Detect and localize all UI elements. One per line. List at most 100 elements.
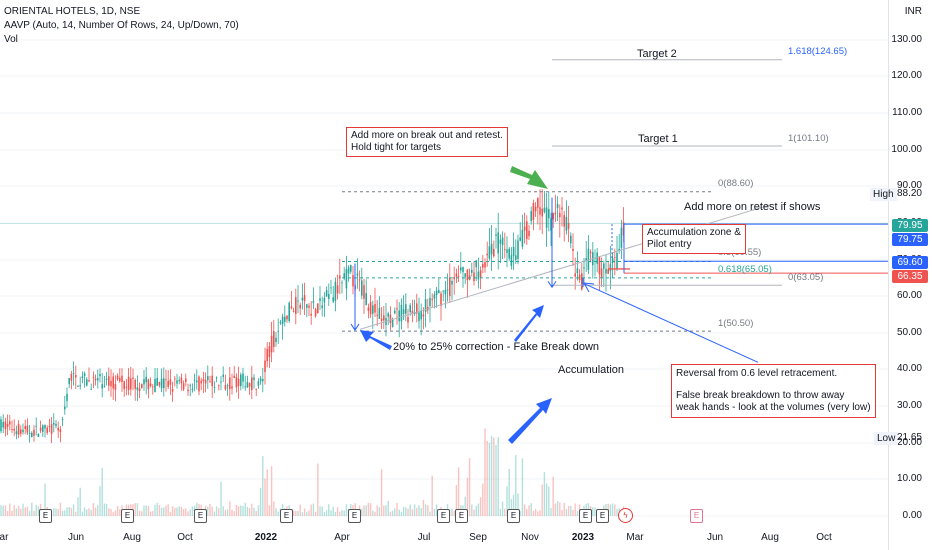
candle-body xyxy=(343,273,345,279)
volume-bar xyxy=(259,487,262,516)
volume-bar xyxy=(510,499,513,516)
fib-level-label: 1.618(124.65) xyxy=(788,46,848,57)
volume-bar xyxy=(479,497,482,516)
volume-bar xyxy=(156,502,158,516)
retest-note[interactable]: Add more on retest if shows xyxy=(684,201,821,213)
candle-body xyxy=(180,377,183,384)
volume-bar xyxy=(105,503,108,516)
volume-bar xyxy=(545,483,548,516)
earnings-badge[interactable]: E xyxy=(455,509,468,523)
candle-body xyxy=(253,377,255,381)
volume-bar xyxy=(191,506,194,516)
candle-body xyxy=(121,375,123,383)
earnings-badge[interactable]: E xyxy=(507,509,520,523)
volume-bar xyxy=(226,509,229,516)
candle-body xyxy=(420,310,422,320)
indicator-legend[interactable]: AAVP (Auto, 14, Number Of Rows, 24, Up/D… xyxy=(4,20,239,31)
candle-body xyxy=(2,422,4,428)
correction-note[interactable]: 20% to 25% correction - Fake Break down xyxy=(393,341,600,353)
volume-bar xyxy=(244,502,246,516)
volume-bar xyxy=(75,511,77,516)
breakout-note[interactable]: Add more on break out and retest. Hold t… xyxy=(346,127,508,157)
low-value: 21.65 xyxy=(896,432,922,443)
low-label: Low xyxy=(874,432,899,445)
price-tick-label: 90.00 xyxy=(896,180,922,191)
volume-bar xyxy=(83,507,86,516)
volume-bar xyxy=(451,508,453,516)
earnings-badge[interactable]: E xyxy=(690,509,703,523)
earnings-badge[interactable]: E xyxy=(39,509,52,523)
candle-body xyxy=(277,330,279,332)
earnings-badge[interactable]: E xyxy=(348,509,361,523)
candle-body xyxy=(70,373,73,381)
volume-bar xyxy=(407,508,409,516)
volume-bar xyxy=(396,502,398,516)
price-chart-canvas[interactable] xyxy=(0,0,888,550)
volume-bar xyxy=(519,511,521,516)
volume-bar xyxy=(160,507,163,516)
volume-bar xyxy=(231,509,233,516)
volume-bar xyxy=(266,469,268,516)
volume-bar xyxy=(154,504,156,516)
price-scale[interactable] xyxy=(888,0,932,550)
candle-body xyxy=(556,203,559,209)
candle-body xyxy=(301,297,304,301)
volume-bar xyxy=(473,509,475,516)
candle-body xyxy=(559,213,561,218)
earnings-badge[interactable]: E xyxy=(280,509,293,523)
earnings-badge[interactable]: E xyxy=(596,509,609,523)
candle-body xyxy=(389,314,392,323)
accumulation-note[interactable]: Accumulation xyxy=(558,364,625,376)
accumulation-zone-note[interactable]: Accumulation zone & Pilot entry xyxy=(642,224,746,254)
volume-bar xyxy=(110,508,112,516)
candle-body xyxy=(211,375,213,387)
target1-label[interactable]: Target 1 xyxy=(638,133,678,145)
candle-body xyxy=(376,314,378,316)
volume-bar xyxy=(4,505,7,516)
earnings-badge[interactable]: E xyxy=(579,509,592,523)
accumulation-zone-line: Accumulation zone & xyxy=(647,227,741,238)
candle-body xyxy=(218,385,220,387)
candle-body xyxy=(13,428,15,431)
candle-body xyxy=(119,377,121,382)
candle-body xyxy=(451,280,453,285)
volume-bar xyxy=(565,509,568,516)
candle-body xyxy=(411,310,414,315)
candle-body xyxy=(402,309,405,314)
dividend-icon[interactable]: ϟ xyxy=(618,508,633,523)
volume-bar xyxy=(0,505,2,516)
candle-body xyxy=(526,221,528,239)
candle-body xyxy=(160,378,163,389)
candle-body xyxy=(37,433,40,437)
candle-body xyxy=(200,380,202,384)
symbol-title[interactable]: ORIENTAL HOTELS, 1D, NSE xyxy=(4,6,141,17)
volume-bar xyxy=(24,507,26,516)
volume-bar xyxy=(53,508,55,516)
candle-body xyxy=(519,237,521,241)
target2-label[interactable]: Target 2 xyxy=(637,48,677,60)
candle-body xyxy=(222,374,224,377)
earnings-badge[interactable]: E xyxy=(437,509,450,523)
candle-body xyxy=(97,378,99,381)
earnings-badge[interactable]: E xyxy=(121,509,134,523)
candle-body xyxy=(286,315,288,320)
volume-bar xyxy=(325,510,328,516)
reversal-note[interactable]: Reversal from 0.6 level retracement. Fal… xyxy=(671,364,876,418)
volume-bar xyxy=(180,506,183,516)
volume-bar xyxy=(35,504,37,516)
volume-bar xyxy=(420,508,422,516)
volume-bar xyxy=(119,509,121,516)
volume-bar xyxy=(515,455,517,516)
volume-bar xyxy=(486,440,488,516)
volume-bar xyxy=(270,466,273,516)
volume-legend[interactable]: Vol xyxy=(4,34,18,45)
volume-bar xyxy=(477,503,480,516)
volume-bar xyxy=(97,505,99,516)
volume-bar xyxy=(37,506,40,516)
candle-body xyxy=(523,226,526,231)
volume-bar xyxy=(2,505,4,516)
candle-body xyxy=(42,425,44,432)
earnings-badge[interactable]: E xyxy=(194,509,207,523)
candle-body xyxy=(312,301,315,303)
volume-bar xyxy=(468,458,471,516)
